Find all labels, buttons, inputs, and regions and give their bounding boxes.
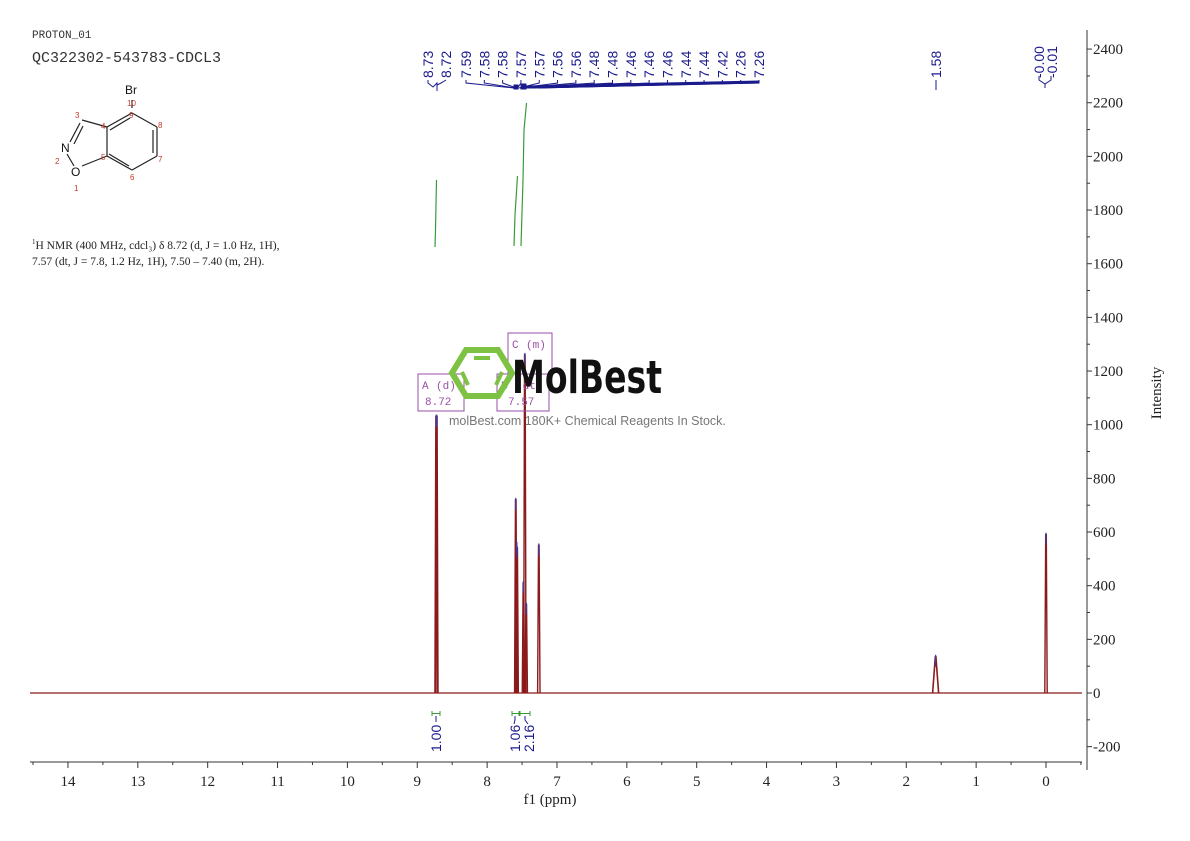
peak-label: 8.72 <box>438 51 454 78</box>
svg-text:1: 1 <box>74 184 79 193</box>
multiplet-a-shift: 8.72 <box>425 397 451 409</box>
x-tick-label: 0 <box>1042 774 1050 790</box>
x-tick-label: 8 <box>483 774 491 790</box>
peak-label: 7.26 <box>751 51 767 78</box>
peak-label: 7.46 <box>623 51 639 78</box>
compound-id: QC322302-543783-CDCL3 <box>32 50 222 67</box>
peak-label: 7.48 <box>605 51 621 78</box>
y-tick-label: 400 <box>1093 579 1116 595</box>
x-tick-label: 3 <box>833 774 841 790</box>
x-tick-labels: 14 13 12 11 10 9 8 7 6 5 4 3 2 1 0 <box>60 774 1049 790</box>
svg-text:2: 2 <box>55 157 60 166</box>
peak-label: 8.73 <box>420 51 436 78</box>
integral-value: 2.16 <box>521 725 537 752</box>
multiplet-b-shift: 7.57 <box>508 397 534 409</box>
y-tick-label: -200 <box>1093 740 1121 756</box>
svg-text:9: 9 <box>129 111 134 120</box>
chemical-structure: Br 10 9 8 7 6 5 4 3 N 2 O 1 <box>55 83 163 193</box>
y-tick-label: 0 <box>1093 686 1101 702</box>
peak-label: 7.57 <box>531 51 547 78</box>
y-tick-label: 1200 <box>1093 364 1123 380</box>
y-tick-label: 2000 <box>1093 149 1123 165</box>
multiplet-c-label: C <box>512 340 519 352</box>
sample-id: PROTON_01 <box>32 30 92 42</box>
x-tick-label: 9 <box>414 774 422 790</box>
y-tick-labels: 2400220020001800160014001200100080060040… <box>1093 42 1123 756</box>
integral-curves <box>434 102 528 248</box>
x-tick-label: 5 <box>693 774 701 790</box>
peak-label: 7.56 <box>568 51 584 78</box>
x-tick-label: 10 <box>340 774 355 790</box>
integral-value: 1.00 <box>428 725 444 752</box>
integral-value: 1.06 <box>507 725 523 752</box>
spectrum-trace <box>30 354 1082 694</box>
x-tick-label: 4 <box>763 774 771 790</box>
peak-label: 7.58 <box>476 51 492 78</box>
peak-label: 7.26 <box>733 51 749 78</box>
y-tick-label: 1000 <box>1093 418 1123 434</box>
svg-text:4: 4 <box>101 122 106 131</box>
y-tick-label: 600 <box>1093 525 1116 541</box>
peak-label: 7.46 <box>641 51 657 78</box>
x-tick-label: 7 <box>553 774 561 790</box>
y-tick-label: 2400 <box>1093 42 1123 58</box>
peak-markers <box>435 352 1047 667</box>
nmr-line-1: H NMR (400 MHz, cdcl₃) δ 8.72 (d, J = 1.… <box>35 239 280 252</box>
nmr-line-2: 7.57 (dt, J = 7.8, 1.2 Hz, 1H), 7.50 – 7… <box>32 255 265 268</box>
y-tick-label: 200 <box>1093 632 1116 648</box>
x-tick-label: 11 <box>270 774 284 790</box>
peak-label: -0.00 <box>1031 46 1047 78</box>
y-tick-label: 800 <box>1093 471 1116 487</box>
x-tick-label: 2 <box>903 774 911 790</box>
y-tick-label: 2200 <box>1093 96 1123 112</box>
molbest-logo-icon <box>448 347 516 399</box>
y-tick-label: 1600 <box>1093 257 1123 273</box>
watermark-brand: MolBest <box>512 351 662 404</box>
integral-brackets <box>431 711 531 716</box>
multiplet-a-label: A <box>422 381 429 393</box>
x-tick-label: 1 <box>972 774 980 790</box>
svg-text:8: 8 <box>158 121 163 130</box>
peak-label: 7.58 <box>495 51 511 78</box>
peak-label: 7.44 <box>678 51 694 78</box>
integral-labels: 1.00 1.062.16 <box>428 725 537 752</box>
peak-labels: 8.73 8.72 7.59 7.58 7.58 7.57 7.57 7.56 7.56 7.48… <box>420 46 1060 78</box>
svg-text:7: 7 <box>158 155 163 164</box>
multiplet-a-mult: (d) <box>436 381 456 393</box>
svg-text:O: O <box>71 165 80 179</box>
multiplet-b-mult: (dt) <box>516 381 542 393</box>
y-axis <box>1086 30 1092 770</box>
x-tick-label: 13 <box>130 774 145 790</box>
peak-label: -0.01 <box>1044 46 1060 78</box>
svg-text:N: N <box>61 141 70 155</box>
peak-label: 7.59 <box>458 51 474 78</box>
multiplet-c-mult: (m) <box>526 340 546 352</box>
x-axis <box>30 761 1082 768</box>
peak-label: 7.57 <box>513 51 529 78</box>
peak-label: 7.48 <box>586 51 602 78</box>
y-axis-label: Intensity <box>1149 366 1165 419</box>
svg-text:3: 3 <box>75 111 80 120</box>
peak-label: 7.56 <box>550 51 566 78</box>
x-tick-label: 14 <box>60 774 76 790</box>
x-tick-label: 6 <box>623 774 631 790</box>
x-tick-label: 12 <box>200 774 215 790</box>
svg-text:5: 5 <box>101 153 106 162</box>
x-axis-label: f1 (ppm) <box>524 792 577 808</box>
atom-br: Br <box>125 83 137 97</box>
peak-label: 1.58 <box>928 51 944 78</box>
peak-label: 7.44 <box>696 51 712 78</box>
nmr-description: 1H NMR (400 MHz, cdcl₃) δ 8.72 (d, J = 1… <box>32 234 372 270</box>
peak-label: 7.42 <box>714 51 730 78</box>
svg-text:6: 6 <box>130 173 135 182</box>
peak-label-leaders <box>427 76 1052 91</box>
watermark-tagline: molBest.com 180K+ Chemical Reagents In S… <box>449 414 726 428</box>
svg-text:10: 10 <box>127 99 136 108</box>
y-tick-label: 1400 <box>1093 310 1123 326</box>
peak-label: 7.46 <box>659 51 675 78</box>
y-tick-label: 1800 <box>1093 203 1123 219</box>
